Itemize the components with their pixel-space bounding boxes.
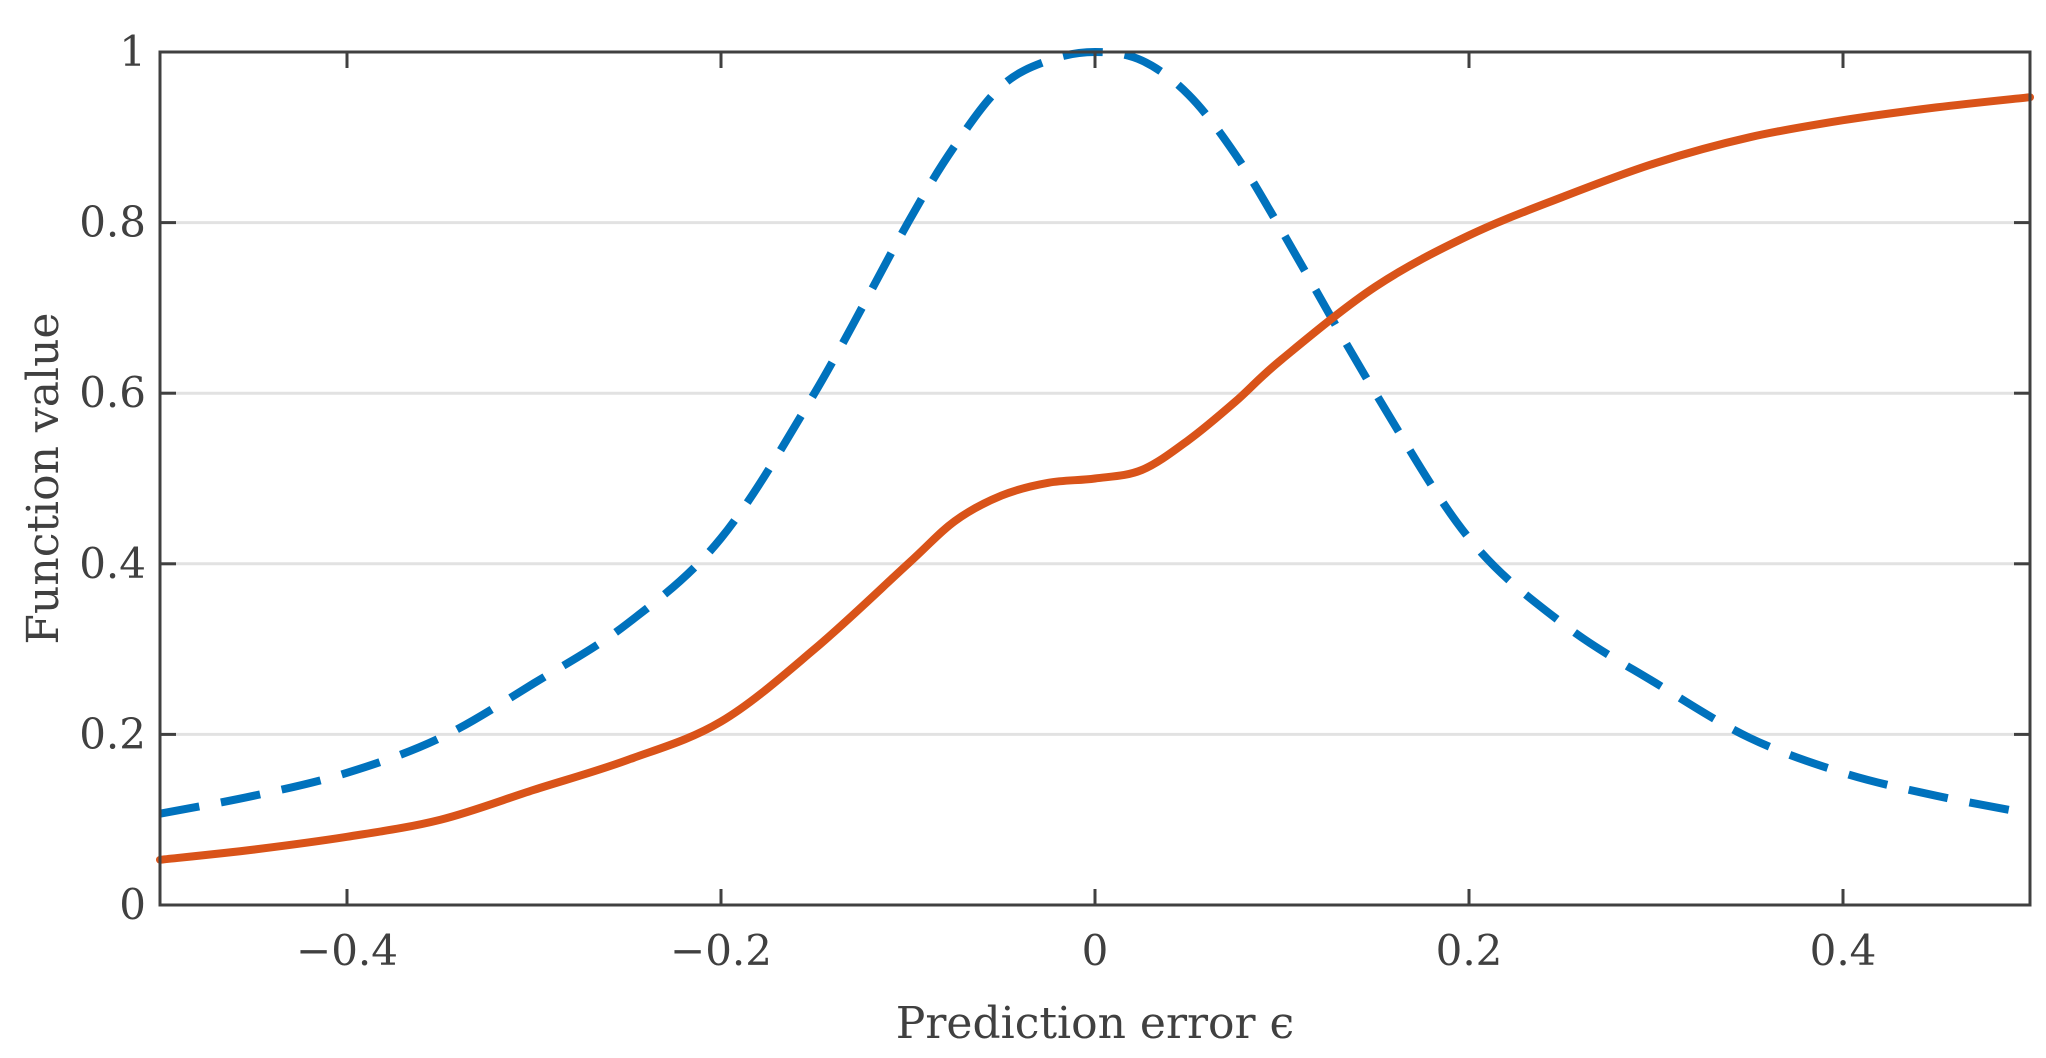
axis-ticks bbox=[160, 50, 2030, 907]
series-lines bbox=[156, 48, 2034, 864]
x-axis-title: Prediction error ϵ bbox=[896, 998, 1294, 1049]
y-tick-label: 0.8 bbox=[79, 198, 146, 247]
x-tick-label: 0.2 bbox=[1436, 926, 1503, 975]
y-tick-label: 0.4 bbox=[79, 539, 146, 588]
y-tick-label: 0.2 bbox=[79, 709, 146, 758]
y-axis-title: Function value bbox=[18, 313, 69, 645]
y-tick-label: 0.6 bbox=[79, 368, 146, 417]
x-tick-labels: −0.4 −0.2 0 0.2 0.4 bbox=[296, 926, 1876, 975]
y-tick-label: 1 bbox=[119, 27, 146, 76]
series-line-solid bbox=[156, 93, 2034, 864]
x-tick-label: −0.2 bbox=[670, 926, 772, 975]
y-tick-label: 0 bbox=[119, 880, 146, 929]
x-tick-label: 0.4 bbox=[1810, 926, 1877, 975]
y-tick-labels: 0 0.2 0.4 0.6 0.8 1 bbox=[79, 27, 146, 929]
gridlines bbox=[160, 221, 2030, 736]
x-tick-label: −0.4 bbox=[296, 926, 398, 975]
x-tick-label: 0 bbox=[1082, 926, 1109, 975]
series-line-dashed bbox=[159, 48, 2031, 818]
